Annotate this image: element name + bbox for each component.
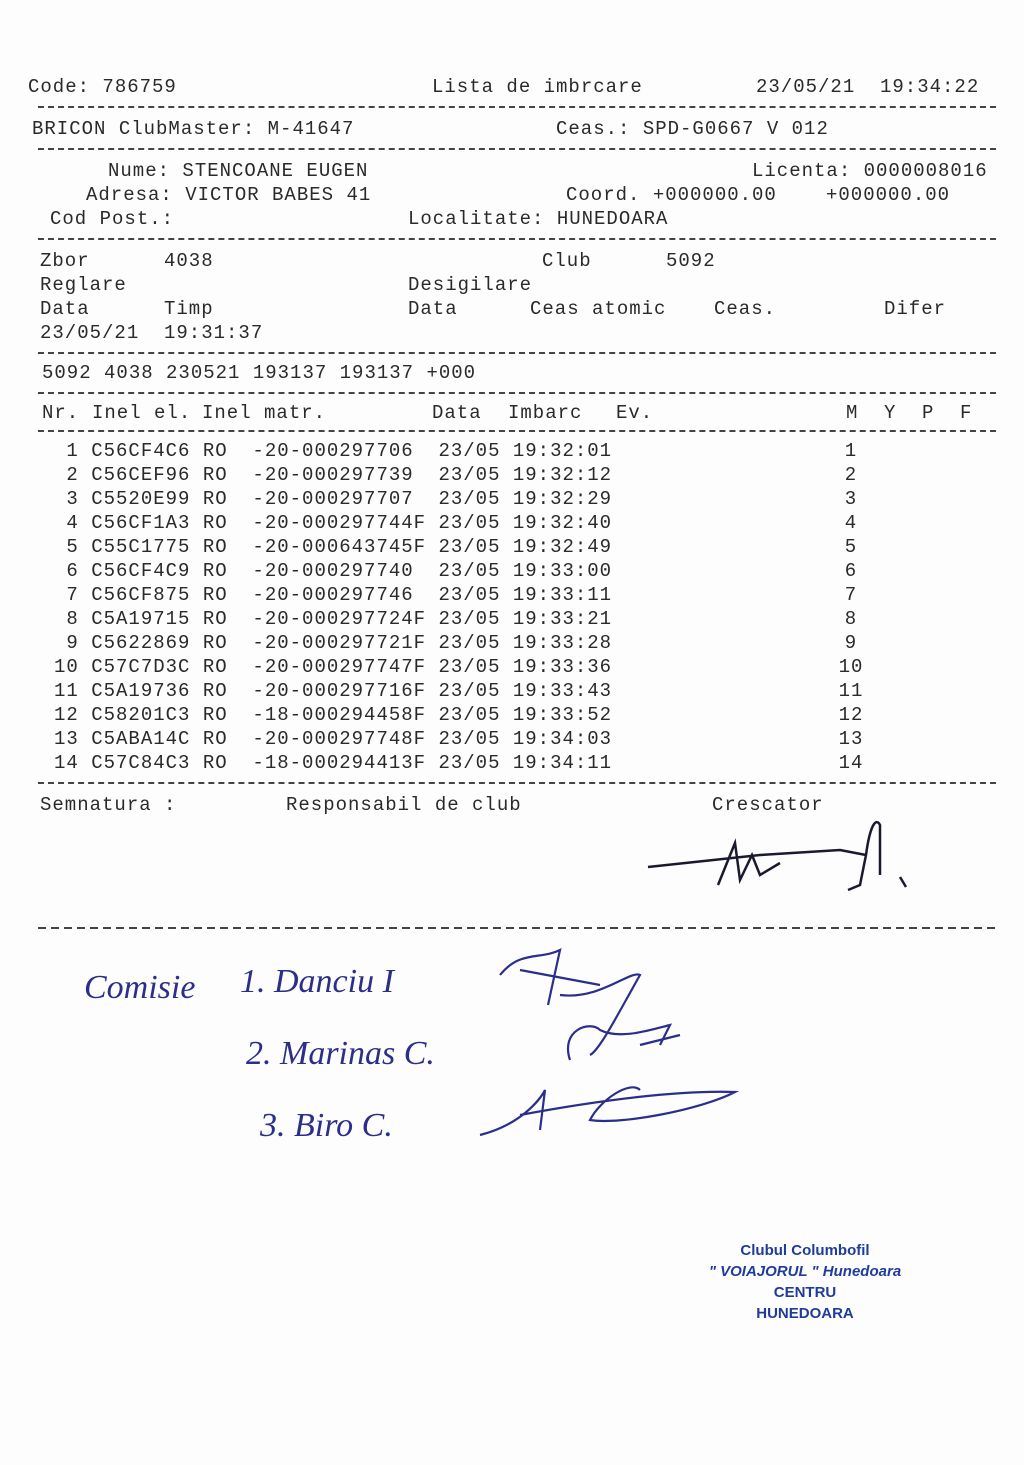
header-date: 23/05/21 bbox=[756, 76, 856, 98]
clubmaster-id: BRICON ClubMaster: M-41647 bbox=[32, 118, 355, 140]
row-m: 3 bbox=[844, 488, 858, 510]
document-title: Lista de imbrcare bbox=[432, 76, 643, 98]
col-p: P bbox=[922, 402, 935, 424]
data-label-2: Data bbox=[408, 298, 458, 320]
signature-label: Semnatura : bbox=[40, 794, 177, 816]
row-data: 6 C56CF4C9 RO -20-000297740 23/05 19:33:… bbox=[54, 560, 613, 582]
desigilare-label: Desigilare bbox=[408, 274, 533, 296]
clock-id: Ceas.: SPD-G0667 V 012 bbox=[556, 118, 829, 140]
atomic-clock-label: Ceas atomic bbox=[530, 298, 667, 320]
row-m: 8 bbox=[844, 608, 858, 630]
row-m: 12 bbox=[838, 704, 864, 726]
row-data: 13 C5ABA14C RO -20-000297748F 23/05 19:3… bbox=[54, 728, 613, 750]
row-m: 11 bbox=[838, 680, 864, 702]
coordinates-2: +000000.00 bbox=[826, 184, 951, 206]
timp-label: Timp bbox=[164, 298, 214, 320]
row-data: 9 C5622869 RO -20-000297721F 23/05 19:33… bbox=[54, 632, 613, 654]
stamp-line: " VOIAJORUL " Hunedoara bbox=[708, 1263, 902, 1280]
postal-code: Cod Post.: bbox=[50, 208, 175, 230]
col-y: Y bbox=[884, 402, 897, 424]
reglare-label: Reglare bbox=[40, 274, 127, 296]
stamp-line: CENTRU bbox=[773, 1284, 837, 1301]
divider bbox=[38, 106, 996, 108]
commission-member-2: 2. Marinas C. bbox=[246, 1035, 435, 1072]
row-data: 10 C57C7D3C RO -20-000297747F 23/05 19:3… bbox=[54, 656, 613, 678]
divider bbox=[38, 392, 996, 394]
row-data: 5 C55C1775 RO -20-000643745F 23/05 19:32… bbox=[54, 536, 613, 558]
row-m: 9 bbox=[844, 632, 858, 654]
col-m: M bbox=[846, 402, 859, 424]
owner-address: Adresa: VICTOR BABES 41 bbox=[86, 184, 372, 206]
row-data: 1 C56CF4C6 RO -20-000297706 23/05 19:32:… bbox=[54, 440, 613, 462]
flight-summary: 5092 4038 230521 193137 193137 +000 bbox=[42, 362, 477, 384]
row-data: 14 C57C84C3 RO -18-000294413F 23/05 19:3… bbox=[54, 752, 613, 774]
flight-number: 4038 bbox=[164, 250, 214, 272]
col-f: F bbox=[960, 402, 973, 424]
coordinates: Coord. +000000.00 bbox=[566, 184, 777, 206]
club-label: Club bbox=[542, 250, 592, 272]
row-m: 6 bbox=[844, 560, 858, 582]
commission-signatures bbox=[479, 947, 740, 1137]
stamp-line: HUNEDOARA bbox=[756, 1305, 854, 1322]
locality: Localitate: HUNEDOARA bbox=[408, 208, 669, 230]
col-inel-el: Inel el. bbox=[92, 402, 192, 424]
col-data: Data bbox=[432, 402, 482, 424]
code: Code: 786759 bbox=[28, 76, 177, 98]
flight-label: Zbor bbox=[40, 250, 90, 272]
divider bbox=[38, 430, 996, 432]
club-stamp: Clubul Columbofil " VOIAJORUL " Hunedoar… bbox=[690, 1240, 920, 1324]
divider bbox=[38, 782, 996, 784]
row-data: 3 C5520E99 RO -20-000297707 23/05 19:32:… bbox=[54, 488, 613, 510]
row-m: 10 bbox=[838, 656, 864, 678]
row-data: 12 C58201C3 RO -18-000294458F 23/05 19:3… bbox=[54, 704, 613, 726]
header-time: 19:34:22 bbox=[880, 76, 980, 98]
row-m: 13 bbox=[838, 728, 864, 750]
col-nr: Nr. bbox=[42, 402, 80, 424]
clock-label: Ceas. bbox=[714, 298, 777, 320]
reglare-date: 23/05/21 bbox=[40, 322, 140, 344]
row-m: 7 bbox=[844, 584, 858, 606]
club-responsible-label: Responsabil de club bbox=[286, 794, 522, 816]
difference-label: Difer bbox=[884, 298, 947, 320]
row-m: 4 bbox=[844, 512, 858, 534]
col-imbarc: Imbarc bbox=[508, 402, 583, 424]
breeder-signature bbox=[647, 820, 908, 892]
row-m: 2 bbox=[844, 464, 858, 486]
divider bbox=[38, 148, 996, 150]
row-data: 7 C56CF875 RO -20-000297746 23/05 19:33:… bbox=[54, 584, 613, 606]
owner-name: Nume: STENCOANE EUGEN bbox=[108, 160, 369, 182]
breeder-label: Crescator bbox=[712, 794, 824, 816]
row-data: 2 C56CEF96 RO -20-000297739 23/05 19:32:… bbox=[54, 464, 613, 486]
club-number: 5092 bbox=[666, 250, 716, 272]
commission-member-3: 3. Biro C. bbox=[260, 1107, 393, 1144]
commission-label: Comisie bbox=[84, 969, 196, 1006]
reglare-time: 19:31:37 bbox=[164, 322, 264, 344]
commission-member-1: 1. Danciu I bbox=[240, 963, 394, 1000]
row-data: 11 C5A19736 RO -20-000297716F 23/05 19:3… bbox=[54, 680, 613, 702]
row-data: 4 C56CF1A3 RO -20-000297744F 23/05 19:32… bbox=[54, 512, 613, 534]
col-ev: Ev. bbox=[616, 402, 654, 424]
row-m: 1 bbox=[844, 440, 858, 462]
row-m: 5 bbox=[844, 536, 858, 558]
col-inel-matr: Inel matr. bbox=[202, 402, 327, 424]
stamp-line: Clubul Columbofil bbox=[740, 1242, 870, 1259]
row-m: 14 bbox=[838, 752, 864, 774]
divider bbox=[38, 238, 996, 240]
divider bbox=[38, 352, 996, 354]
data-label: Data bbox=[40, 298, 90, 320]
license: Licenta: 0000008016 bbox=[752, 160, 988, 182]
row-data: 8 C5A19715 RO -20-000297724F 23/05 19:33… bbox=[54, 608, 613, 630]
